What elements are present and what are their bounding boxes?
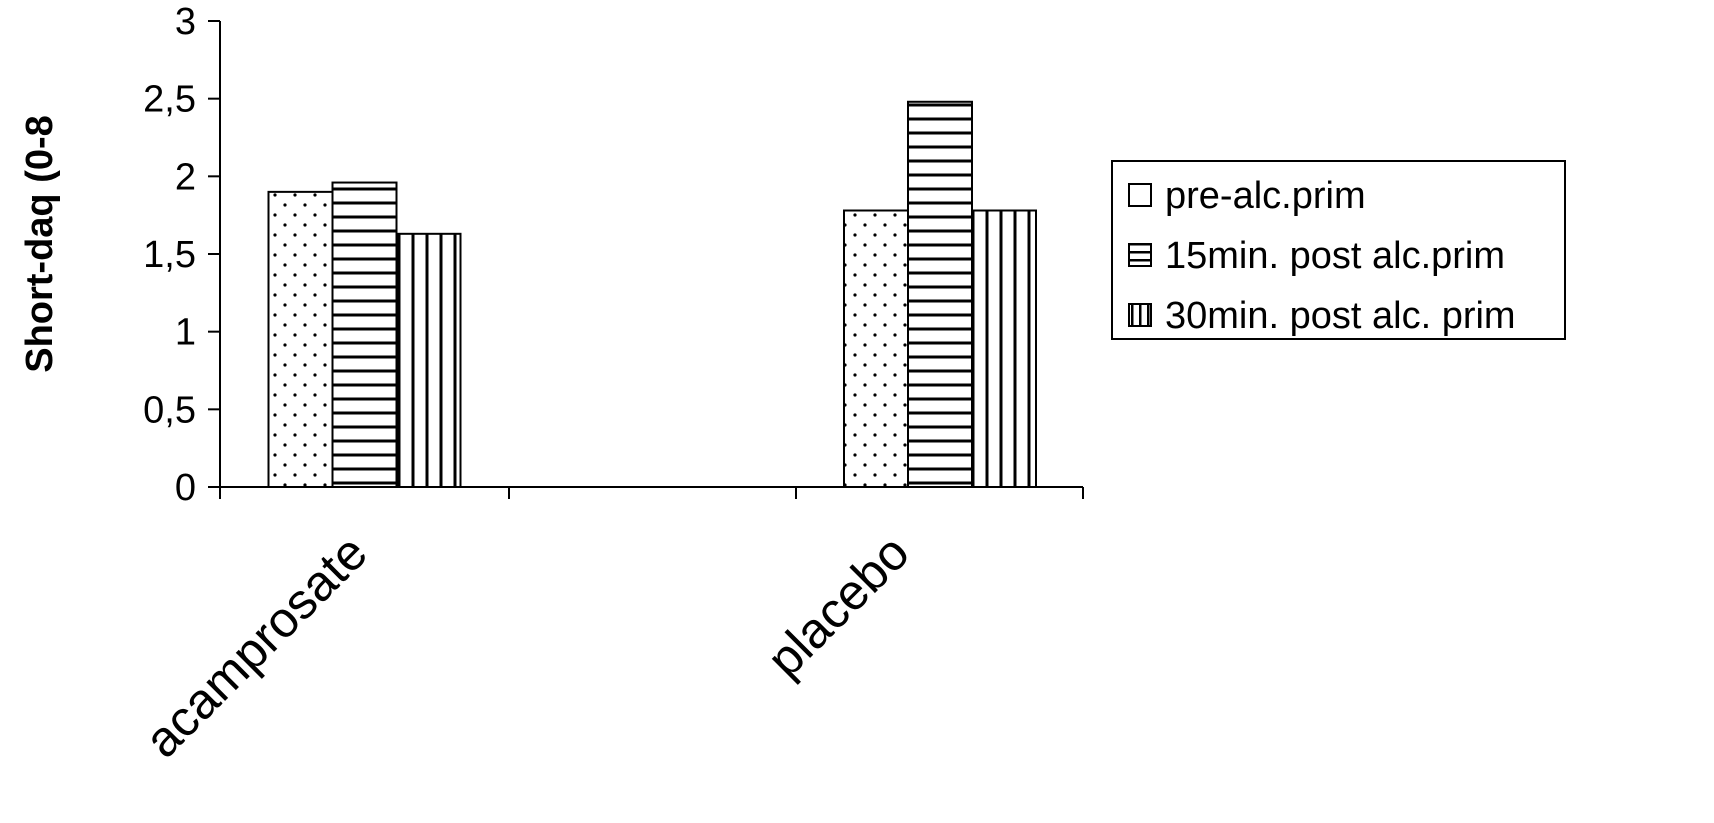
bar-placebo-1	[843, 209, 909, 489]
y-tick-label: 2,5	[143, 79, 196, 121]
legend-swatch	[1128, 183, 1152, 207]
labels-layer: 0 0,5 1 1,5 2 2,5 3 acamprosate placebo	[134, 1, 920, 768]
bar-placebo-3	[971, 209, 1037, 489]
y-tick-label: 1,5	[143, 234, 196, 276]
bar-acamprosate-3	[395, 232, 462, 488]
x-category-label: placebo	[756, 524, 919, 687]
legend-box	[1111, 160, 1566, 340]
bar-acamprosate-1	[267, 190, 334, 488]
y-tick-label: 2	[175, 156, 196, 198]
bar-placebo-2	[907, 100, 973, 488]
y-axis-title: Short-daq (0-8	[19, 115, 61, 373]
y-tick-label: 1	[175, 312, 196, 354]
x-category-label: acamprosate	[134, 524, 378, 768]
legend-label: 30min. post alc. prim	[1165, 295, 1516, 337]
legend-label: 15min. post alc.prim	[1165, 235, 1505, 277]
axes-layer	[208, 20, 1084, 499]
bars-layer	[267, 100, 1037, 489]
bar-acamprosate-2	[331, 181, 398, 488]
y-tick-label: 0	[175, 467, 196, 509]
legend-swatch	[1128, 243, 1152, 267]
legend-swatch	[1128, 303, 1152, 327]
y-tick-label: 0,5	[143, 389, 196, 431]
legend: pre-alc.prim 15min. post alc.prim 30min. p…	[1111, 160, 1566, 340]
legend-label: pre-alc.prim	[1165, 175, 1366, 217]
y-tick-label: 3	[175, 1, 196, 43]
